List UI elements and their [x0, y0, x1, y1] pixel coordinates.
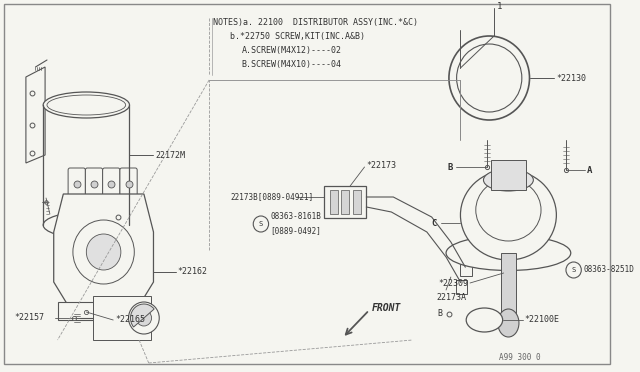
Bar [491, 160, 525, 190]
Polygon shape [26, 67, 45, 163]
Text: *22309: *22309 [438, 279, 468, 288]
Bar [330, 190, 338, 214]
Text: *22130: *22130 [556, 74, 586, 83]
Wedge shape [131, 304, 154, 327]
Text: B: B [437, 310, 442, 318]
Ellipse shape [492, 168, 525, 182]
Circle shape [73, 220, 134, 284]
FancyBboxPatch shape [68, 168, 85, 200]
Text: 22172M: 22172M [156, 151, 186, 160]
Ellipse shape [47, 95, 125, 115]
FancyBboxPatch shape [120, 168, 137, 200]
Text: *22173: *22173 [367, 160, 396, 170]
Text: B: B [447, 163, 452, 171]
Text: 08363-8161B: 08363-8161B [271, 212, 321, 221]
Text: b.*22750 SCREW,KIT(INC.A&B): b.*22750 SCREW,KIT(INC.A&B) [230, 32, 365, 41]
Circle shape [86, 234, 121, 270]
Ellipse shape [460, 170, 556, 260]
Text: FRONT: FRONT [372, 303, 401, 313]
Ellipse shape [476, 179, 541, 241]
Text: *22165: *22165 [115, 315, 145, 324]
Circle shape [253, 216, 269, 232]
Text: A: A [587, 166, 593, 174]
Ellipse shape [483, 169, 533, 191]
Text: C: C [431, 218, 437, 228]
Circle shape [449, 36, 529, 120]
Bar [460, 262, 472, 276]
Text: B.SCREW(M4X10)----04: B.SCREW(M4X10)----04 [242, 60, 342, 68]
Bar [93, 296, 150, 340]
Bar [342, 190, 349, 214]
Text: A.SCREW(M4X12)----02: A.SCREW(M4X12)----02 [242, 45, 342, 55]
Text: *22157: *22157 [14, 314, 44, 323]
Text: *22162: *22162 [177, 267, 207, 276]
Ellipse shape [43, 92, 129, 118]
Text: 22173B[0889-04921]: 22173B[0889-04921] [230, 192, 314, 202]
Text: 1: 1 [497, 1, 502, 10]
Ellipse shape [43, 212, 129, 238]
Circle shape [136, 310, 152, 326]
Text: S: S [572, 267, 576, 273]
Text: S: S [259, 221, 263, 227]
Text: A99 300 0: A99 300 0 [499, 353, 540, 362]
Ellipse shape [466, 308, 502, 332]
Circle shape [129, 302, 159, 334]
Text: NOTES)a. 22100  DISTRIBUTOR ASSY(INC.*&C): NOTES)a. 22100 DISTRIBUTOR ASSY(INC.*&C) [213, 17, 418, 26]
FancyBboxPatch shape [85, 168, 102, 200]
Ellipse shape [446, 235, 571, 270]
Bar [456, 280, 467, 294]
Circle shape [456, 44, 522, 112]
Text: 22173A: 22173A [436, 292, 467, 301]
Bar [500, 253, 516, 318]
Ellipse shape [498, 309, 519, 337]
Circle shape [566, 262, 581, 278]
Bar [58, 302, 150, 320]
Text: *22100E: *22100E [525, 315, 560, 324]
Bar [353, 190, 361, 214]
Text: [0889-0492]: [0889-0492] [271, 227, 321, 235]
FancyBboxPatch shape [324, 186, 367, 218]
FancyBboxPatch shape [102, 168, 120, 200]
Polygon shape [54, 194, 154, 304]
Text: 08363-8251D: 08363-8251D [583, 266, 634, 275]
